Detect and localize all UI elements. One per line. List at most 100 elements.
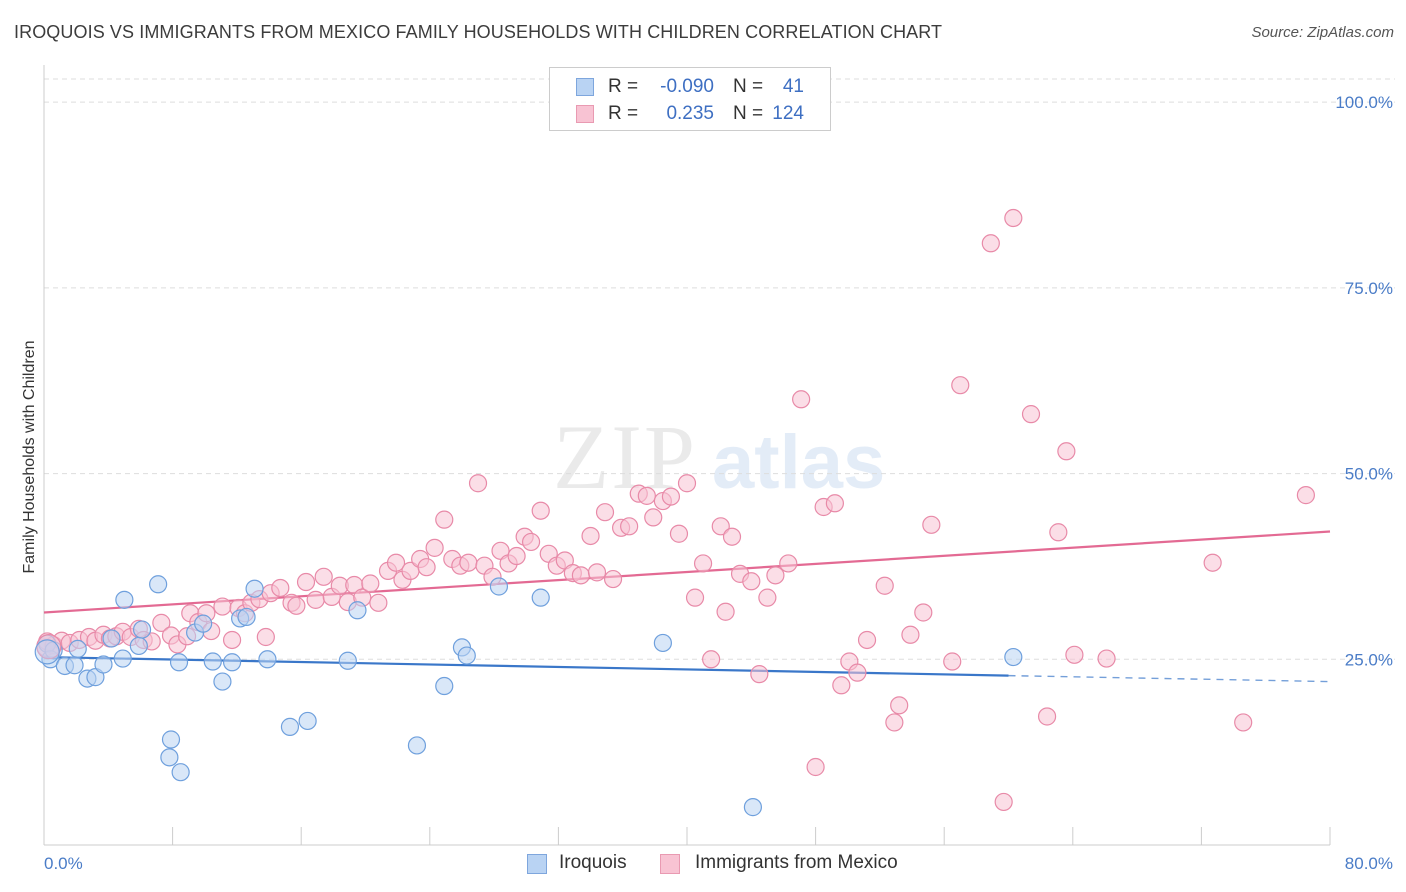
scatter-point bbox=[531, 501, 550, 520]
legend-r-value: 0.235 bbox=[666, 103, 714, 124]
axes bbox=[43, 65, 1331, 846]
scatter-point bbox=[1057, 442, 1076, 461]
scatter-point bbox=[637, 486, 656, 505]
scatter-point bbox=[825, 494, 844, 513]
scatter-point bbox=[677, 474, 697, 493]
scatter-point bbox=[468, 474, 488, 493]
scatter-point bbox=[750, 665, 769, 684]
scatter-point bbox=[1234, 713, 1253, 732]
scatter-point bbox=[457, 646, 476, 665]
scatter-point bbox=[994, 792, 1013, 812]
scatter-point bbox=[361, 574, 380, 593]
scatter-point bbox=[1296, 486, 1315, 505]
scatter-point bbox=[1004, 208, 1023, 228]
scatter-point bbox=[922, 515, 941, 534]
scatter-point bbox=[65, 656, 84, 675]
legend-swatch-iroquois bbox=[576, 78, 594, 96]
scatter-point bbox=[132, 620, 152, 639]
trend-line-extension bbox=[1008, 674, 1331, 683]
source-label: Source: ZipAtlas.com bbox=[1251, 24, 1394, 41]
scatter-point bbox=[115, 590, 134, 609]
scatter-point bbox=[280, 717, 300, 736]
scatter-point bbox=[1021, 405, 1041, 424]
scatter-point bbox=[169, 653, 189, 672]
scatter-point bbox=[943, 652, 962, 671]
scatter-point bbox=[571, 566, 591, 585]
scatter-point bbox=[716, 602, 735, 621]
y-tick-label: 25.0% bbox=[1345, 650, 1393, 669]
scatter-point bbox=[531, 588, 550, 607]
scatter-point bbox=[306, 590, 325, 609]
watermark: ZIP atlas bbox=[553, 406, 885, 508]
scatter-point bbox=[806, 757, 825, 777]
scatter-point bbox=[603, 569, 623, 589]
scatter-point bbox=[661, 487, 681, 506]
scatter-point bbox=[129, 636, 148, 656]
scatter-point bbox=[1065, 645, 1084, 664]
scatter-point bbox=[338, 651, 357, 670]
scatter-point bbox=[669, 524, 689, 543]
scatter-point bbox=[521, 532, 541, 552]
scatter-point bbox=[113, 649, 132, 668]
tick-labels: 25.0% 50.0% 75.0% 100.0% 0.0% 80.0% bbox=[44, 93, 1393, 873]
legend-r-label: R = bbox=[608, 76, 639, 97]
legend-r-value: -0.090 bbox=[660, 76, 714, 97]
scatter-point bbox=[914, 603, 933, 622]
legend-row-mexico: R = 0.235 N = 124 bbox=[550, 100, 830, 128]
scatter-point bbox=[386, 553, 406, 572]
scatter-point bbox=[722, 527, 742, 546]
x-tick-label-min: 0.0% bbox=[44, 854, 83, 873]
scatter-point bbox=[620, 517, 639, 536]
scatter-point bbox=[702, 650, 721, 669]
y-tick-label: 100.0% bbox=[1335, 93, 1393, 112]
scatter-point bbox=[459, 553, 478, 572]
scatter-point bbox=[766, 566, 785, 585]
scatter-point bbox=[951, 376, 970, 395]
scatter-point bbox=[1097, 649, 1116, 668]
series-legend-swatch bbox=[660, 854, 680, 874]
scatter-point bbox=[779, 554, 798, 573]
scatter-point bbox=[857, 630, 877, 650]
scatter-point bbox=[171, 763, 190, 782]
scatter-point bbox=[1037, 707, 1057, 726]
scatter-point bbox=[149, 575, 168, 594]
scatter-point bbox=[742, 572, 761, 591]
scatter-point bbox=[256, 627, 275, 647]
scatter-point bbox=[161, 730, 181, 749]
data-points bbox=[34, 208, 1315, 817]
legend-n-label: N = bbox=[733, 76, 764, 97]
scatter-point bbox=[222, 653, 242, 672]
scatter-point bbox=[1004, 647, 1023, 667]
y-tick-label: 50.0% bbox=[1345, 465, 1393, 484]
scatter-point bbox=[287, 596, 306, 615]
legend-row-iroquois: R = -0.090 N = 41 bbox=[550, 73, 830, 101]
scatter-point bbox=[194, 614, 213, 633]
scatter-point bbox=[685, 588, 705, 607]
scatter-point bbox=[369, 593, 388, 612]
scatter-point bbox=[222, 630, 242, 650]
scatter-point bbox=[94, 655, 113, 674]
scatter-point bbox=[213, 672, 232, 691]
series-legend-swatch bbox=[527, 854, 547, 874]
y-axis-label: Family Households with Children bbox=[21, 341, 38, 574]
scatter-point bbox=[435, 676, 454, 696]
scatter-point bbox=[832, 676, 851, 695]
scatter-point bbox=[1203, 553, 1222, 572]
scatter-point bbox=[758, 588, 777, 607]
scatter-point bbox=[160, 748, 179, 767]
scatter-point bbox=[1049, 523, 1068, 542]
scatter-point bbox=[693, 554, 713, 573]
scatter-point bbox=[581, 526, 600, 546]
scatter-point bbox=[743, 798, 763, 817]
scatter-point bbox=[348, 601, 367, 620]
scatter-point bbox=[489, 577, 509, 596]
scatter-point bbox=[644, 508, 663, 527]
scatter-point bbox=[587, 563, 607, 582]
scatter-point bbox=[271, 578, 290, 598]
chart-title: IROQUOIS VS IMMIGRANTS FROM MEXICO FAMIL… bbox=[14, 22, 943, 42]
grid bbox=[44, 78, 1395, 660]
scatter-point bbox=[298, 711, 317, 731]
scatter-point-cluster bbox=[34, 639, 60, 665]
scatter-point bbox=[885, 713, 904, 732]
